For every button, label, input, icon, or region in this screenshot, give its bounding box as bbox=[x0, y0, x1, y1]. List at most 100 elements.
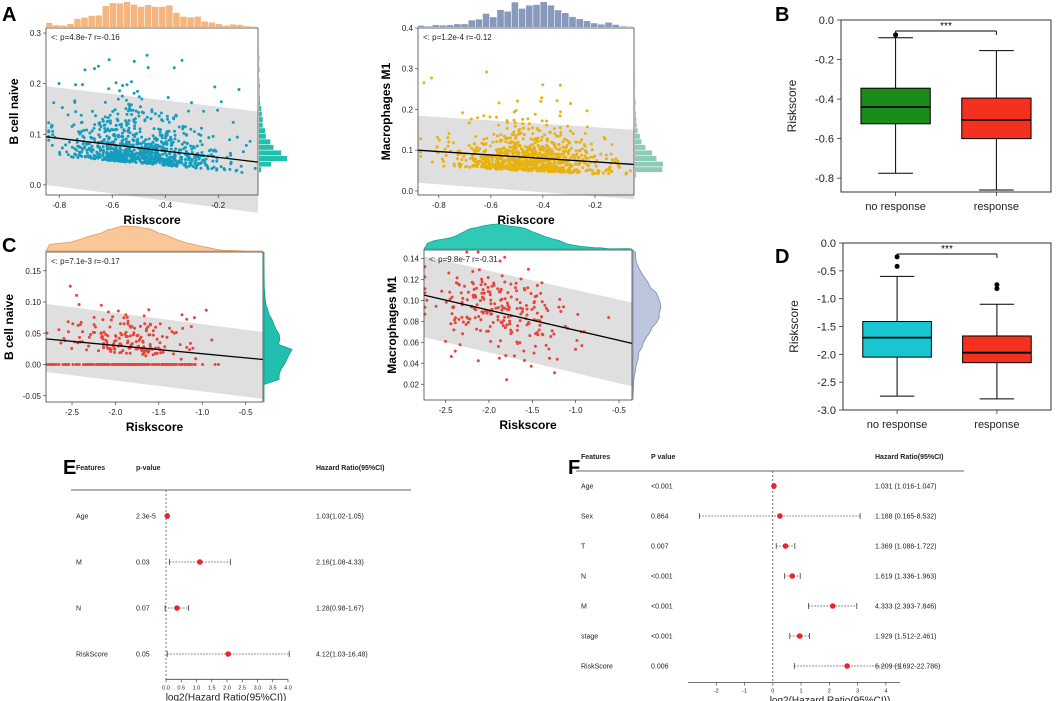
histogram-bar bbox=[173, 12, 180, 27]
histogram-bar bbox=[635, 100, 636, 106]
data-point bbox=[170, 330, 174, 334]
histogram-bar bbox=[511, 2, 519, 27]
data-point bbox=[136, 137, 140, 141]
feature-label: Age bbox=[76, 514, 89, 521]
data-point bbox=[514, 165, 518, 169]
data-point bbox=[518, 319, 522, 323]
data-point bbox=[99, 331, 103, 335]
data-point bbox=[482, 291, 486, 295]
data-point bbox=[60, 146, 64, 150]
data-point bbox=[95, 150, 99, 154]
data-point bbox=[106, 119, 110, 123]
data-point bbox=[151, 134, 155, 138]
data-point bbox=[540, 300, 544, 304]
data-point bbox=[506, 291, 510, 295]
data-point bbox=[109, 146, 113, 150]
data-point bbox=[102, 138, 106, 141]
data-point bbox=[139, 149, 143, 153]
data-point bbox=[81, 142, 85, 146]
data-point bbox=[434, 304, 438, 308]
data-point bbox=[131, 333, 135, 337]
data-point bbox=[489, 339, 493, 343]
forest-row-n: N 0.07 1.28(0.98-1.67) bbox=[76, 605, 364, 613]
data-point bbox=[536, 168, 540, 172]
feature-label: T bbox=[581, 544, 586, 551]
data-point bbox=[145, 150, 149, 153]
data-point bbox=[531, 143, 534, 147]
data-point bbox=[118, 322, 122, 326]
data-point bbox=[187, 158, 191, 162]
data-point bbox=[468, 165, 472, 169]
data-point bbox=[114, 123, 118, 127]
data-point bbox=[87, 335, 91, 339]
data-point bbox=[106, 147, 110, 151]
panel-label-a: A bbox=[2, 4, 16, 26]
data-point bbox=[460, 158, 464, 162]
x-tick-label: 3 bbox=[856, 689, 859, 695]
data-point bbox=[557, 305, 561, 309]
data-point bbox=[169, 143, 173, 147]
data-point bbox=[106, 116, 110, 120]
data-point bbox=[505, 121, 509, 125]
data-point bbox=[515, 289, 519, 293]
data-point bbox=[486, 329, 490, 333]
data-point bbox=[210, 167, 214, 171]
data-point bbox=[103, 130, 107, 134]
data-point bbox=[488, 115, 492, 119]
data-point bbox=[184, 133, 188, 137]
data-point bbox=[539, 99, 543, 103]
header-features: Features bbox=[76, 465, 105, 472]
data-point bbox=[119, 142, 122, 146]
data-point bbox=[97, 349, 100, 353]
data-point bbox=[177, 125, 181, 129]
data-point bbox=[154, 325, 158, 329]
data-point bbox=[103, 127, 107, 130]
data-point bbox=[78, 335, 81, 339]
data-point bbox=[180, 363, 184, 366]
data-point bbox=[185, 345, 189, 349]
data-point bbox=[548, 165, 552, 169]
data-point bbox=[160, 118, 164, 122]
data-point bbox=[552, 332, 556, 336]
data-point bbox=[512, 141, 516, 145]
histogram-bar bbox=[259, 83, 260, 89]
data-point bbox=[172, 331, 176, 335]
x-tick-label: -0.4 bbox=[158, 201, 172, 210]
header-p-value: P value bbox=[651, 454, 675, 461]
data-point bbox=[161, 363, 165, 366]
data-point bbox=[253, 166, 257, 170]
data-point bbox=[582, 161, 586, 165]
data-point bbox=[541, 145, 545, 148]
data-point bbox=[89, 135, 93, 139]
data-point bbox=[553, 169, 557, 173]
point-estimate bbox=[225, 651, 232, 657]
data-point bbox=[147, 308, 151, 312]
data-point bbox=[607, 172, 611, 176]
point-estimate bbox=[844, 663, 850, 669]
x-tick-label: -0.2 bbox=[211, 201, 225, 210]
data-point bbox=[531, 164, 534, 167]
data-point bbox=[471, 270, 475, 273]
data-point bbox=[525, 307, 529, 311]
x-tick-label: 4 bbox=[884, 689, 887, 695]
data-point bbox=[538, 165, 542, 169]
histogram-bar bbox=[116, 3, 124, 28]
data-point bbox=[458, 165, 462, 169]
data-point bbox=[505, 323, 509, 327]
data-point bbox=[136, 155, 140, 159]
data-point bbox=[496, 315, 500, 319]
data-point bbox=[165, 154, 169, 158]
data-point bbox=[444, 153, 448, 157]
data-point bbox=[115, 128, 119, 131]
data-point bbox=[506, 304, 510, 308]
data-point bbox=[214, 149, 218, 153]
data-point bbox=[537, 152, 541, 155]
data-point bbox=[65, 150, 69, 154]
data-point bbox=[145, 53, 149, 57]
data-point bbox=[193, 156, 197, 160]
y-tick-label: -1.0 bbox=[817, 294, 836, 306]
histogram-bar bbox=[123, 2, 131, 27]
data-point bbox=[511, 158, 515, 162]
data-point bbox=[153, 112, 157, 116]
hazard-ratio-text: 4.12(1.03-16.48) bbox=[316, 652, 368, 659]
